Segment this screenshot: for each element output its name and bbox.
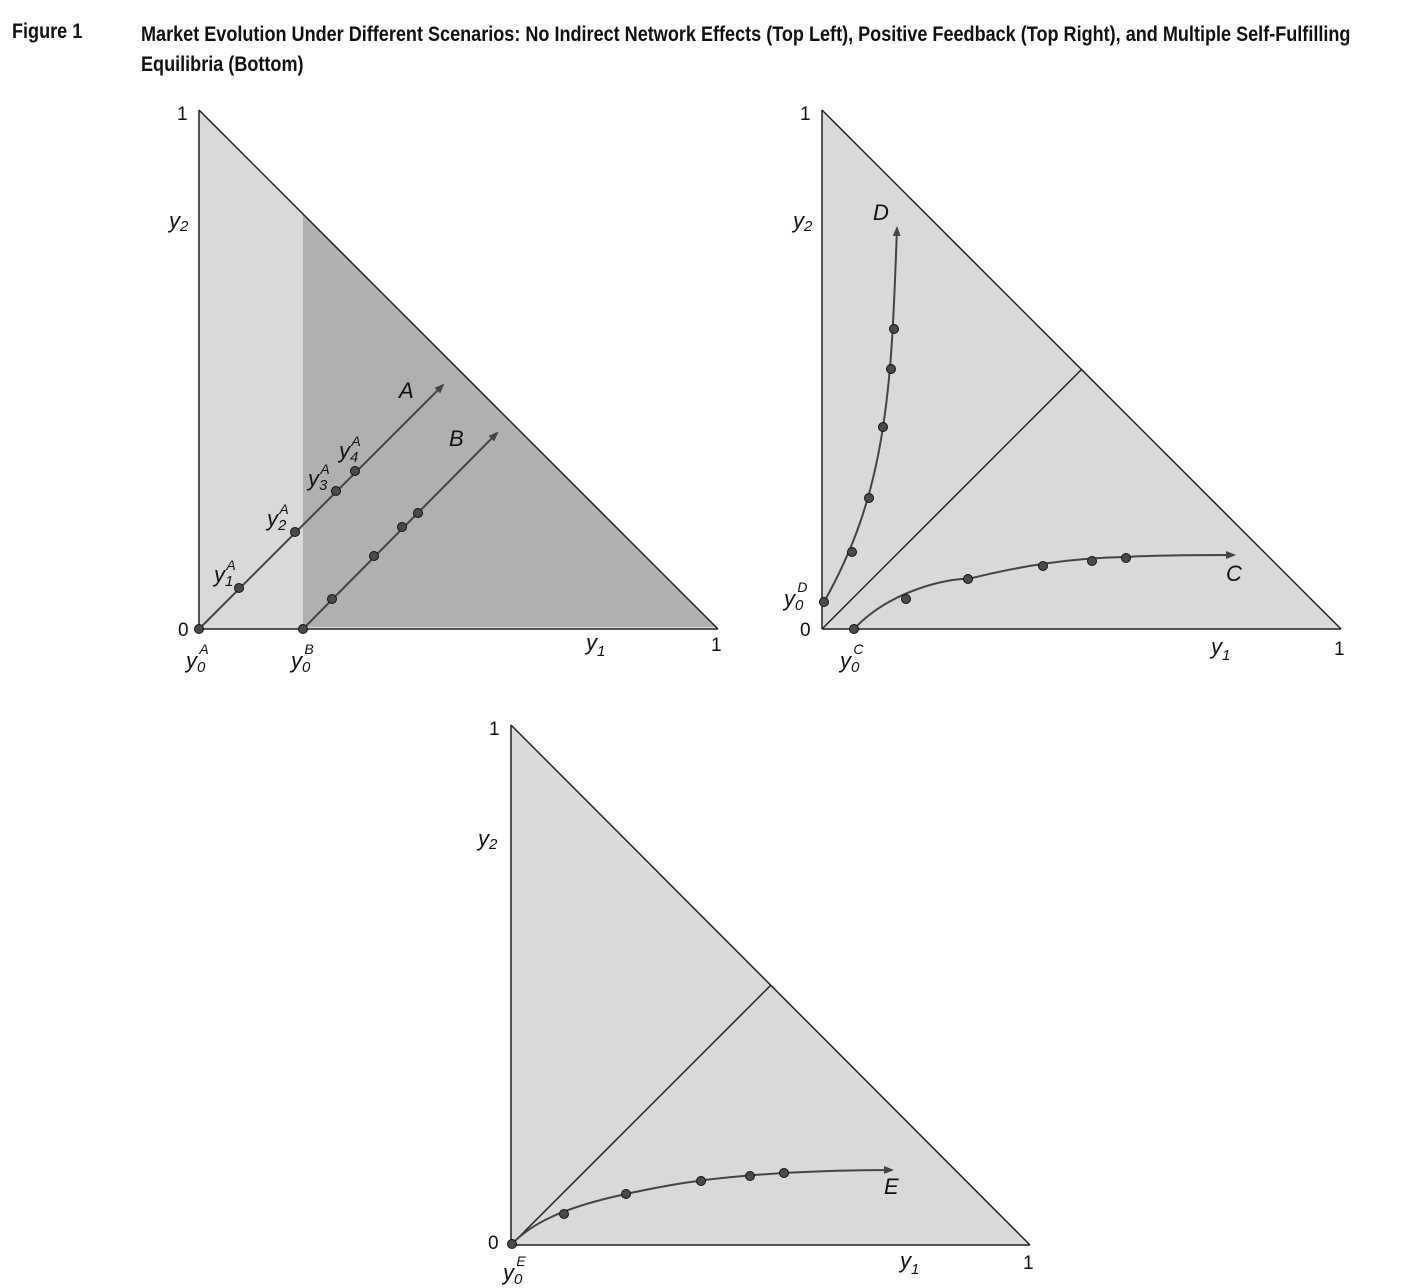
y2-axis-label: y2 xyxy=(476,826,498,853)
point-d-5 xyxy=(889,324,899,334)
tick-top: 1 xyxy=(177,104,188,125)
tick-top: 1 xyxy=(489,719,500,740)
label-y0-e: y0E xyxy=(501,1253,526,1288)
panel-top-right: 1 0 1 y2 y1 D C y0D y0C xyxy=(782,104,1345,676)
point-e-1 xyxy=(559,1209,569,1219)
y1-axis-label: y1 xyxy=(584,630,605,660)
label-y4-a: y4A xyxy=(337,433,361,466)
label-y0-c: y0C xyxy=(838,641,864,676)
tick-right: 1 xyxy=(1334,639,1345,660)
point-d-4 xyxy=(886,364,896,374)
y1-axis-label: y1 xyxy=(898,1248,919,1278)
point-d-1 xyxy=(847,547,857,557)
point-d-3 xyxy=(878,422,888,432)
path-b-label: B xyxy=(449,426,464,451)
point-b-1 xyxy=(327,594,337,604)
point-b-3 xyxy=(397,522,407,532)
path-e-label: E xyxy=(884,1174,899,1199)
tick-origin: 0 xyxy=(178,620,189,641)
point-e-5 xyxy=(779,1168,789,1178)
label-y0-b: y0B xyxy=(289,641,314,676)
point-e-4 xyxy=(745,1171,755,1181)
point-a-2 xyxy=(290,527,300,537)
label-y1-a: y1A xyxy=(212,557,236,590)
y2-axis-label: y2 xyxy=(791,208,813,235)
point-b-2 xyxy=(369,551,379,561)
tick-origin: 0 xyxy=(488,1233,499,1254)
point-a-4 xyxy=(350,466,360,476)
point-a-0 xyxy=(194,624,204,634)
point-c-0 xyxy=(849,624,859,634)
figure-label: Figure 1 xyxy=(12,20,83,43)
point-d-2 xyxy=(864,493,874,503)
point-e-3 xyxy=(696,1176,706,1186)
path-c-label: C xyxy=(1226,561,1242,586)
point-c-2 xyxy=(963,574,973,584)
figure-title: Market Evolution Under Different Scenari… xyxy=(141,23,1351,76)
path-a-label: A xyxy=(397,378,414,403)
point-e-2 xyxy=(621,1189,631,1199)
y2-axis-label: y2 xyxy=(167,208,189,235)
tick-origin: 0 xyxy=(800,620,811,641)
tick-right: 1 xyxy=(1023,1253,1034,1274)
point-c-4 xyxy=(1087,556,1097,566)
label-y0-a: y0A xyxy=(184,641,209,676)
path-e xyxy=(511,1166,894,1245)
diagonal-divider xyxy=(510,984,772,1246)
point-c-5 xyxy=(1121,553,1131,563)
diagonal-divider xyxy=(821,368,1083,630)
point-c-1 xyxy=(901,594,911,604)
panel-top-left: 1 0 1 y2 y1 A B y1A y2A y3A y4A y0A y0B xyxy=(167,104,722,676)
label-y3-a: y3A xyxy=(306,461,330,494)
label-y0-d: y0D xyxy=(782,579,807,614)
point-b-4 xyxy=(413,508,423,518)
point-a-3 xyxy=(331,486,341,496)
point-d-0 xyxy=(819,597,829,607)
point-a-1 xyxy=(234,583,244,593)
tick-top: 1 xyxy=(800,104,811,125)
point-b-0 xyxy=(298,624,308,634)
simplex-boundary xyxy=(198,109,719,630)
panel-bottom: 1 0 1 y2 y1 E y0E xyxy=(476,719,1034,1288)
point-e-0 xyxy=(507,1239,517,1249)
y1-axis-label: y1 xyxy=(1209,634,1230,664)
tick-right: 1 xyxy=(711,635,722,656)
label-y2-a: y2A xyxy=(265,501,289,534)
path-d-label: D xyxy=(873,200,889,225)
point-c-3 xyxy=(1038,561,1048,571)
